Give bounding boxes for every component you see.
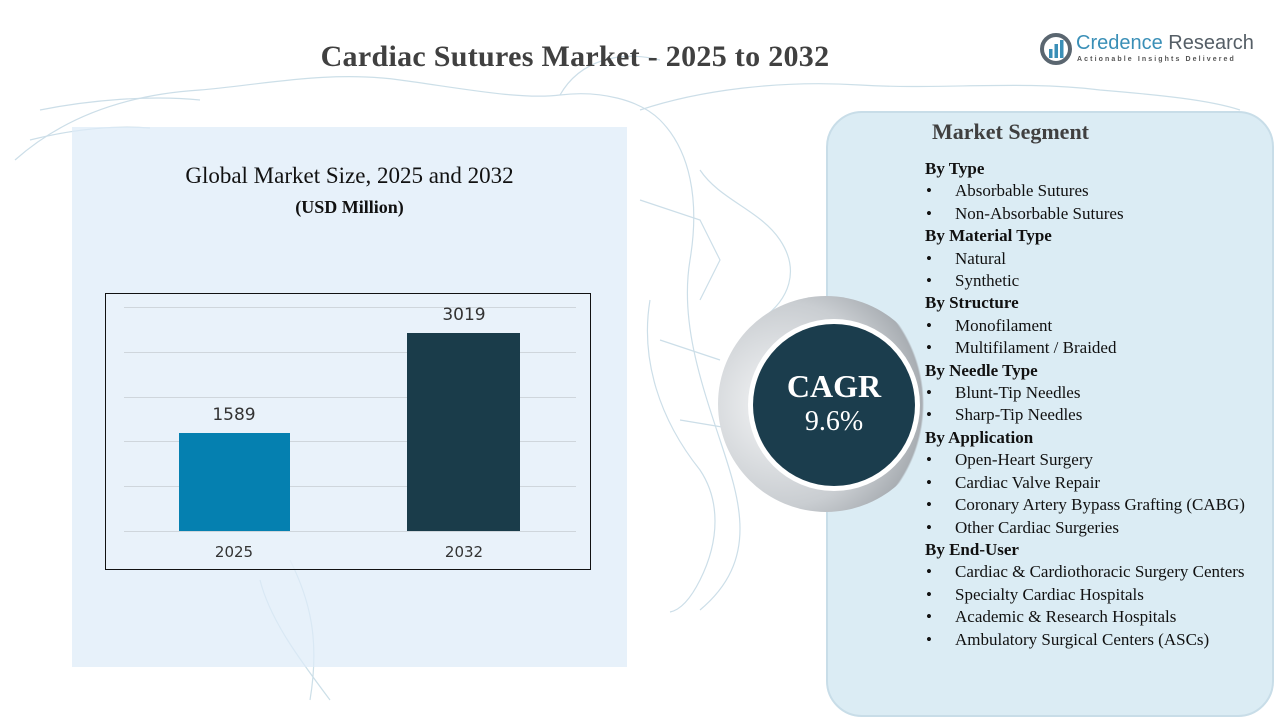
segment-item: • Ambulatory Surgical Centers (ASCs): [926, 629, 1210, 649]
segment-heading-type: By Type: [925, 159, 985, 178]
segment-item: • Coronary Artery Bypass Grafting (CABG): [926, 495, 1245, 515]
bar-chart: 1589 2025 3019 2032: [105, 293, 591, 570]
gridline: [124, 531, 576, 532]
segment-item: • Monofilament: [926, 315, 1053, 335]
bar-value-2025: 1589: [212, 405, 256, 425]
segment-item: • Specialty Cardiac Hospitals: [926, 584, 1144, 604]
segment-list: By Type • Absorbable Sutures • Non-Absorba…: [925, 158, 1265, 651]
bar-2032: [407, 333, 520, 531]
bar-value-2032: 3019: [442, 305, 486, 325]
segment-item: • Cardiac & Cardiothoracic Surgery Center…: [926, 562, 1245, 582]
segment-item: • Synthetic: [926, 271, 1020, 291]
segment-heading-needle: By Needle Type: [925, 360, 1038, 380]
cagr-label: CAGR: [786, 368, 882, 404]
segment-item: • Open-Heart Surgery: [926, 450, 1094, 470]
gridline: [124, 397, 576, 398]
gridline: [124, 352, 576, 353]
brand-name: Credence Research: [1076, 32, 1254, 54]
segment-item: • Non-Absorbable Sutures: [926, 203, 1124, 223]
segment-title: Market Segment: [932, 119, 1090, 144]
cagr-value: 9.6%: [804, 406, 864, 437]
gridline: [124, 486, 576, 487]
segment-heading-structure: By Structure: [925, 293, 1019, 313]
segment-item: • Other Cardiac Surgeries: [926, 517, 1119, 537]
category-label-2025: 2025: [214, 543, 254, 561]
segment-heading-material: By Material Type: [925, 226, 1052, 246]
bar-chart-logo-icon: [1040, 33, 1072, 65]
segment-heading-application: By Application: [925, 427, 1034, 447]
segment-item: • Sharp-Tip Needles: [926, 405, 1083, 425]
segment-item: • Absorbable Sutures: [926, 181, 1089, 201]
page-title: Cardiac Sutures Market - 2025 to 2032: [320, 40, 830, 73]
segment-item: • Blunt-Tip Needles: [926, 383, 1081, 403]
segment-item: • Multifilament / Braided: [926, 338, 1117, 358]
bar-2025: [179, 433, 290, 531]
gridline: [124, 441, 576, 442]
gridline: [124, 307, 576, 308]
segment-item: • Cardiac Valve Repair: [926, 472, 1101, 492]
brand-logo: Credence Research Actionable Insights De…: [1040, 32, 1270, 72]
cagr-badge: CAGR 9.6%: [753, 324, 915, 486]
chart-subtitle: (USD Million): [295, 197, 404, 217]
brand-tagline: Actionable Insights Delivered: [1077, 56, 1236, 63]
category-label-2032: 2032: [444, 543, 484, 561]
segment-item: • Academic & Research Hospitals: [926, 607, 1177, 627]
chart-title: Global Market Size, 2025 and 2032: [185, 163, 514, 188]
segment-heading-end-user: By End-User: [925, 539, 1019, 559]
segment-item: • Natural: [926, 248, 1006, 268]
